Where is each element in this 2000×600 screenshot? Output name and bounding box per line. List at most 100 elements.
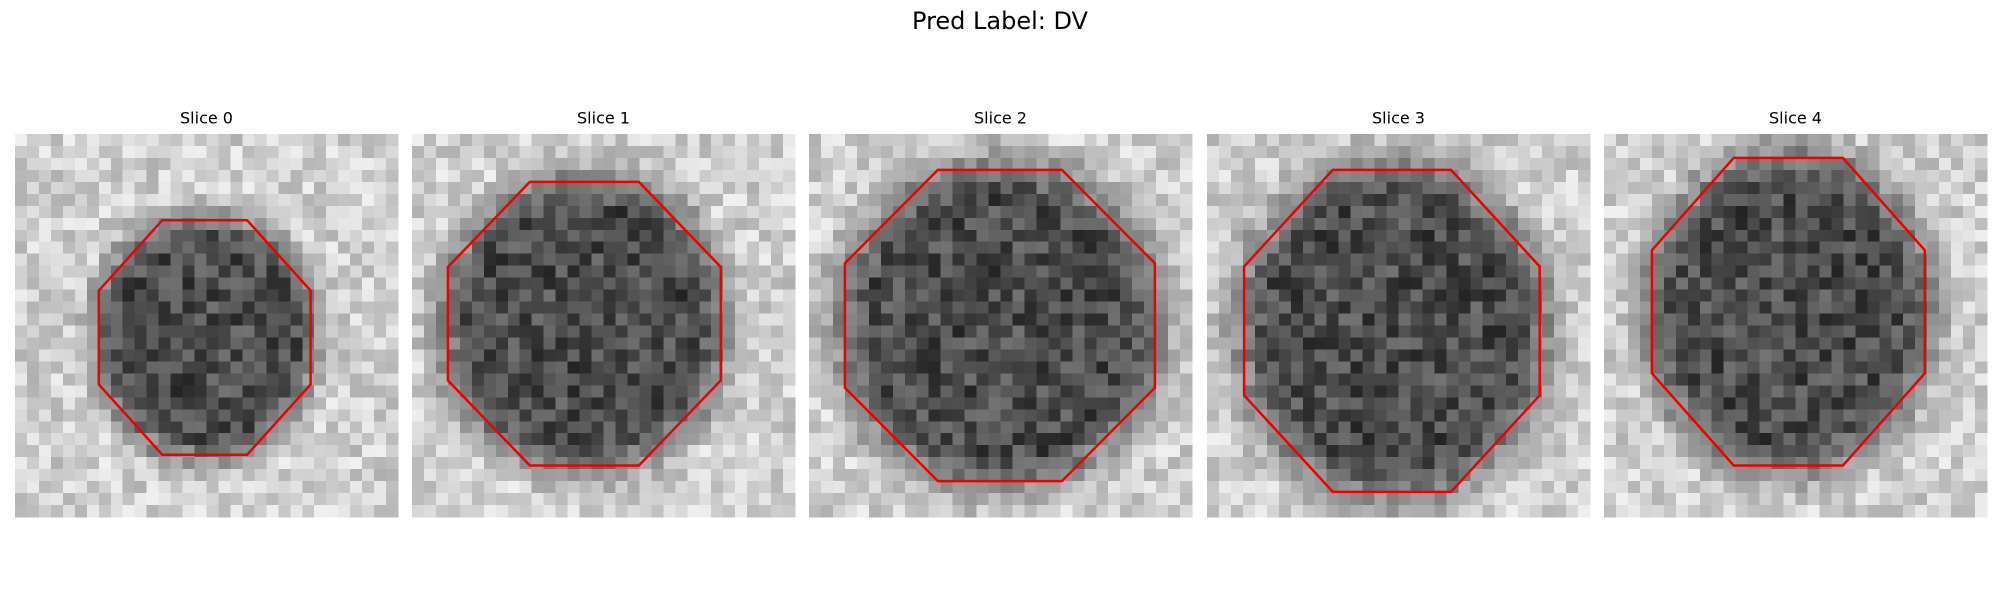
pixel — [471, 193, 485, 207]
pixel — [98, 205, 112, 219]
pixel — [1036, 193, 1049, 207]
pixel — [26, 361, 40, 374]
pixel — [988, 493, 1001, 506]
pixel — [687, 313, 700, 326]
pixel — [1254, 145, 1268, 159]
pixel — [1446, 134, 1459, 147]
pixel — [1012, 253, 1025, 267]
pixel — [254, 361, 267, 374]
pixel — [1663, 373, 1677, 386]
pixel — [483, 361, 497, 374]
pixel — [1410, 469, 1423, 482]
pixel — [230, 145, 243, 159]
pixel — [663, 253, 676, 267]
pixel — [1903, 253, 1916, 267]
pixel — [194, 313, 207, 326]
pixel — [266, 217, 279, 231]
pixel — [952, 134, 966, 147]
pixel — [1207, 229, 1220, 243]
pixel — [1207, 145, 1220, 159]
pixel — [362, 289, 375, 303]
pixel — [146, 373, 160, 386]
pixel — [747, 193, 760, 207]
pixel — [194, 253, 207, 267]
pixel — [242, 265, 255, 279]
pixel — [1024, 217, 1037, 231]
pixel — [1120, 217, 1133, 231]
pixel — [1723, 217, 1737, 231]
pixel — [1903, 217, 1916, 231]
pixel — [1218, 445, 1232, 458]
pixel — [531, 337, 545, 350]
pixel — [904, 169, 918, 183]
pixel — [62, 385, 76, 398]
pixel — [1711, 349, 1725, 362]
pixel — [1530, 493, 1543, 506]
pixel — [880, 301, 894, 315]
pixel — [1180, 505, 1193, 518]
pixel — [1156, 265, 1169, 279]
pixel — [1711, 253, 1725, 267]
pixel — [1144, 134, 1157, 147]
pixel — [1747, 169, 1761, 183]
pixel — [639, 241, 652, 255]
pixel — [1566, 409, 1579, 422]
pixel — [110, 313, 124, 326]
pixel — [615, 481, 628, 494]
pixel — [531, 301, 545, 315]
pixel — [1518, 409, 1531, 422]
pixel — [1975, 277, 1988, 291]
pixel — [110, 361, 124, 374]
pixel — [1422, 433, 1435, 446]
pixel — [1604, 253, 1617, 267]
pixel — [1096, 325, 1109, 338]
pixel — [1266, 253, 1280, 267]
pixel — [1663, 397, 1677, 410]
pixel — [314, 457, 327, 470]
pixel — [1156, 181, 1169, 195]
pixel — [38, 457, 52, 470]
pixel — [374, 457, 387, 470]
pixel — [759, 313, 772, 326]
pixel — [591, 505, 604, 518]
pixel — [1819, 373, 1832, 386]
pixel — [98, 325, 112, 338]
pixel — [1879, 217, 1892, 231]
pixel — [952, 337, 966, 350]
pixel — [242, 241, 255, 255]
pixel — [1422, 337, 1435, 350]
pixel — [86, 265, 100, 279]
pixel — [447, 481, 461, 494]
pixel — [1711, 134, 1725, 147]
pixel — [964, 469, 978, 482]
pixel — [1410, 361, 1423, 374]
pixel — [1410, 433, 1423, 446]
pixel — [412, 421, 425, 434]
pixel — [1120, 181, 1133, 195]
pixel — [591, 337, 604, 350]
pixel — [1747, 134, 1761, 147]
pixel — [1072, 145, 1085, 159]
pixel — [146, 157, 160, 171]
pixel — [1326, 469, 1340, 482]
pixel — [74, 481, 88, 494]
pixel — [1627, 385, 1641, 398]
pixel — [1338, 181, 1352, 195]
pixel — [447, 241, 461, 255]
pixel — [266, 397, 279, 410]
pixel — [892, 145, 906, 159]
pixel — [1374, 205, 1388, 219]
pixel — [459, 205, 473, 219]
pixel — [1422, 134, 1435, 147]
pixel — [1266, 157, 1280, 171]
pixel — [459, 397, 473, 410]
pixel — [1036, 325, 1049, 338]
pixel — [1398, 469, 1411, 482]
pixel — [182, 145, 196, 159]
pixel — [1096, 217, 1109, 231]
pixel — [1446, 505, 1459, 518]
pixel — [747, 325, 760, 338]
pixel — [122, 241, 136, 255]
pixel — [254, 505, 267, 518]
pixel — [1012, 325, 1025, 338]
